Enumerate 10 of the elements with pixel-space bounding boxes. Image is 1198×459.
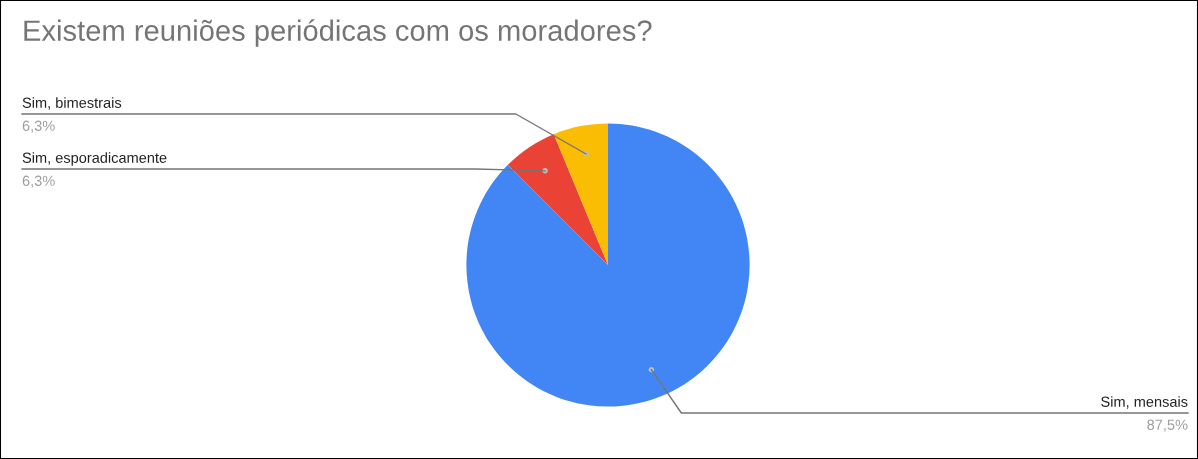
- slice-label: Sim, bimestrais: [22, 97, 122, 110]
- pie-slice: [553, 123, 608, 265]
- data-label: 6,3%: [22, 175, 55, 188]
- pie-slice: [466, 123, 750, 407]
- data-label: 87,5%: [1147, 419, 1188, 432]
- pie-slice: [507, 134, 608, 265]
- slice-label: Sim, mensais: [1101, 396, 1188, 409]
- data-label: 6,3%: [22, 120, 55, 133]
- slice-label: Sim, esporadicamente: [22, 152, 167, 166]
- chart-title: Existem reuniões periódicas com os moradores?: [24, 19, 652, 47]
